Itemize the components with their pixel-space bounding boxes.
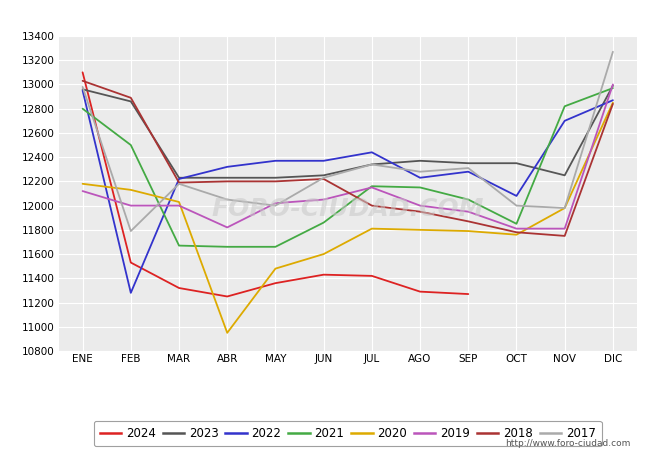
- Text: FORO-CIUDAD.COM: FORO-CIUDAD.COM: [211, 197, 484, 221]
- Text: http://www.foro-ciudad.com: http://www.foro-ciudad.com: [505, 439, 630, 448]
- Legend: 2024, 2023, 2022, 2021, 2020, 2019, 2018, 2017: 2024, 2023, 2022, 2021, 2020, 2019, 2018…: [94, 421, 602, 446]
- Text: Afiliados en Andújar a 31/8/2024: Afiliados en Andújar a 31/8/2024: [200, 9, 450, 25]
